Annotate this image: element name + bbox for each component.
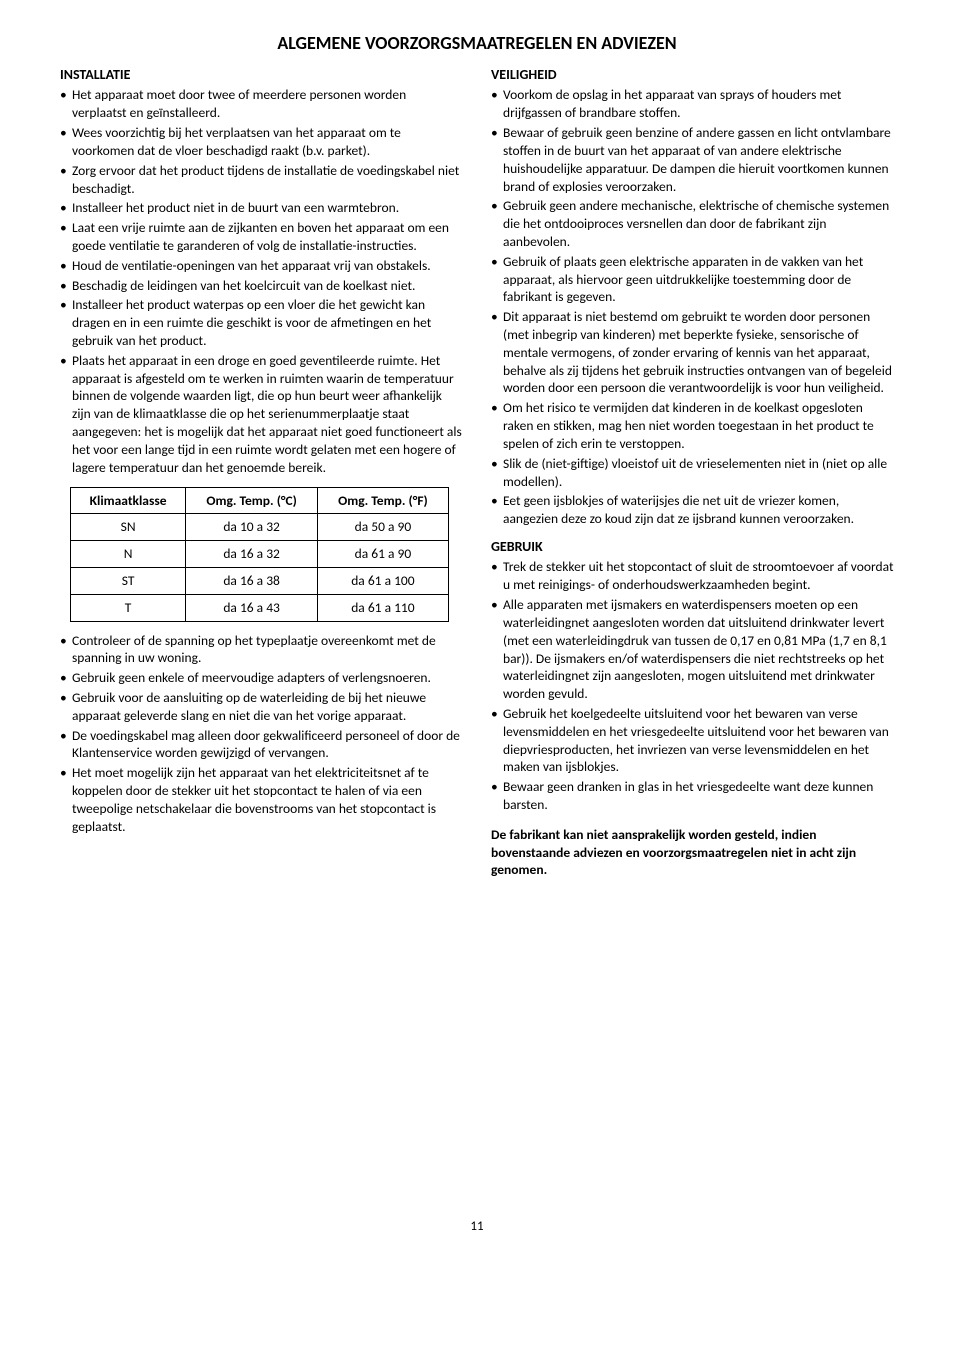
left-column: INSTALLATIE Het apparaat moet door twee …	[60, 66, 463, 879]
table-header-row: Klimaatklasse Omg. Temp. (°C) Omg. Temp.…	[71, 487, 449, 514]
list-item: Gebruik geen andere mechanische, elektri…	[491, 197, 894, 250]
main-title: ALGEMENE VOORZORGSMAATREGELEN EN ADVIEZE…	[60, 32, 894, 54]
veiligheid-list: Voorkom de opslag in het apparaat van sp…	[491, 86, 894, 528]
installatie-list-a: Het apparaat moet door twee of meerdere …	[60, 86, 463, 476]
table-cell: da 16 a 32	[186, 541, 318, 568]
list-item: Gebruik of plaats geen elektrische appar…	[491, 253, 894, 306]
page-number: 11	[60, 1219, 894, 1234]
list-item: Beschadig de leidingen van het koelcircu…	[60, 277, 463, 295]
list-item: Houd de ventilatie-openingen van het app…	[60, 257, 463, 275]
list-item: Wees voorzichtig bij het verplaatsen van…	[60, 124, 463, 160]
table-header: Klimaatklasse	[71, 487, 186, 514]
list-item: De voedingskabel mag alleen door gekwali…	[60, 727, 463, 763]
list-item: Alle apparaten met ijsmakers en waterdis…	[491, 596, 894, 703]
table-cell: da 16 a 38	[186, 567, 318, 594]
two-column-layout: INSTALLATIE Het apparaat moet door twee …	[60, 66, 894, 879]
list-item: Bewaar geen dranken in glas in het vries…	[491, 778, 894, 814]
list-item: Gebruik geen enkele of meervoudige adapt…	[60, 669, 463, 687]
list-item: Plaats het apparaat in een droge en goed…	[60, 352, 463, 477]
list-item: Controleer of de spanning op het typepla…	[60, 632, 463, 668]
list-item: Gebruik het koelgedeelte uitsluitend voo…	[491, 705, 894, 776]
list-item: Het moet mogelijk zijn het apparaat van …	[60, 764, 463, 835]
table-header: Omg. Temp. (°F)	[318, 487, 449, 514]
list-item: Om het risico te vermijden dat kinderen …	[491, 399, 894, 452]
table-cell: da 61 a 90	[318, 541, 449, 568]
list-item: Installeer het product waterpas op een v…	[60, 296, 463, 349]
table-cell: N	[71, 541, 186, 568]
list-item: Het apparaat moet door twee of meerdere …	[60, 86, 463, 122]
veiligheid-heading: VEILIGHEID	[491, 66, 894, 84]
table-cell: da 16 a 43	[186, 594, 318, 621]
closing-statement: De fabrikant kan niet aansprakelijk word…	[491, 826, 894, 879]
table-cell: T	[71, 594, 186, 621]
list-item: Installeer het product niet in de buurt …	[60, 199, 463, 217]
installatie-list-b: Controleer of de spanning op het typepla…	[60, 632, 463, 836]
klimaatklasse-table: Klimaatklasse Omg. Temp. (°C) Omg. Temp.…	[70, 487, 449, 622]
list-item: Gebruik voor de aansluiting op de waterl…	[60, 689, 463, 725]
list-item: Dit apparaat is niet bestemd om gebruikt…	[491, 308, 894, 397]
gebruik-heading: GEBRUIK	[491, 538, 894, 556]
list-item: Laat een vrije ruimte aan de zijkanten e…	[60, 219, 463, 255]
table-row: N da 16 a 32 da 61 a 90	[71, 541, 449, 568]
installatie-heading: INSTALLATIE	[60, 66, 463, 84]
table-cell: da 61 a 110	[318, 594, 449, 621]
gebruik-list: Trek de stekker uit het stopcontact of s…	[491, 558, 894, 813]
table-cell: da 10 a 32	[186, 514, 318, 541]
table-header: Omg. Temp. (°C)	[186, 487, 318, 514]
list-item: Bewaar of gebruik geen benzine of andere…	[491, 124, 894, 195]
table-row: T da 16 a 43 da 61 a 110	[71, 594, 449, 621]
list-item: Eet geen ijsblokjes of waterijsjes die n…	[491, 492, 894, 528]
list-item: Zorg ervoor dat het product tijdens de i…	[60, 162, 463, 198]
table-row: ST da 16 a 38 da 61 a 100	[71, 567, 449, 594]
document-page: ALGEMENE VOORZORGSMAATREGELEN EN ADVIEZE…	[0, 0, 954, 1274]
right-column: VEILIGHEID Voorkom de opslag in het appa…	[491, 66, 894, 879]
list-item: Trek de stekker uit het stopcontact of s…	[491, 558, 894, 594]
table-cell: da 61 a 100	[318, 567, 449, 594]
table-cell: da 50 a 90	[318, 514, 449, 541]
table-row: SN da 10 a 32 da 50 a 90	[71, 514, 449, 541]
list-item: Slik de (niet-giftige) vloeistof uit de …	[491, 455, 894, 491]
list-item: Voorkom de opslag in het apparaat van sp…	[491, 86, 894, 122]
table-cell: ST	[71, 567, 186, 594]
table-cell: SN	[71, 514, 186, 541]
